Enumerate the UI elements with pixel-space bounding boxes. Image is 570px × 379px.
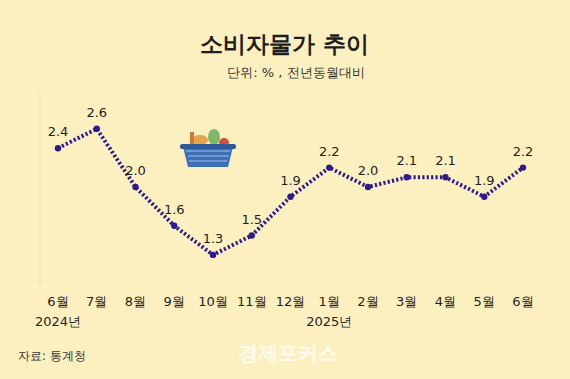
x-tick-label: 4월: [435, 294, 456, 309]
marker: [249, 232, 255, 238]
x-tick-label: 11월: [237, 294, 267, 309]
line: [58, 129, 523, 255]
background: [0, 0, 570, 379]
data-label: 1.5: [241, 212, 262, 227]
data-label: 2.6: [86, 105, 107, 120]
data-label: 2.1: [396, 153, 417, 168]
source: 자료: 통계청: [18, 349, 86, 363]
marker: [55, 145, 61, 151]
subtitle: 단위: % , 전년동월대비: [227, 65, 364, 80]
marker: [326, 164, 332, 170]
x-tick-label: 5월: [474, 294, 495, 309]
marker: [287, 194, 293, 200]
data-label: 1.9: [280, 173, 301, 188]
data-label: 2.4: [48, 124, 69, 139]
data-label: 2.0: [125, 163, 146, 178]
data-label: 1.3: [203, 231, 224, 246]
basket-icon: [180, 129, 236, 167]
data-label: 2.2: [513, 144, 534, 159]
chart: 소비자물가 추이단위: % , 전년동월대비 2.4 2.6 2.0 1.6 1.3 1.5…: [0, 0, 570, 379]
x-tick-label: 3월: [396, 294, 417, 309]
plot-area: [55, 126, 526, 259]
marker: [171, 223, 177, 229]
marker: [481, 194, 487, 200]
marker: [404, 174, 410, 180]
x-tick-label: 6월: [47, 294, 68, 309]
marker: [210, 252, 216, 258]
marker: [442, 174, 448, 180]
x-tick-label: 7월: [86, 294, 107, 309]
title: 소비자물가 추이: [200, 31, 369, 57]
y-axis: [40, 90, 41, 284]
marker: [520, 164, 526, 170]
data-label: 2.2: [319, 144, 340, 159]
marker: [94, 126, 100, 132]
marker: [365, 184, 371, 190]
x-tick-label: 1월: [319, 294, 340, 309]
watermark: 경제포커스: [238, 341, 338, 365]
marker: [132, 184, 138, 190]
data-label: 2.0: [358, 163, 379, 178]
data-label: 1.6: [164, 202, 185, 217]
x-tick-label: 10월: [198, 294, 228, 309]
x-tick-label: 6월: [512, 294, 533, 309]
data-label: 1.9: [474, 173, 495, 188]
x-tick-label: 2월: [357, 294, 378, 309]
year-label: 2024년: [35, 314, 81, 329]
year-label: 2025년: [306, 314, 352, 329]
data-label: 2.1: [435, 153, 456, 168]
x-tick-label: 12월: [276, 294, 306, 309]
x-tick-label: 8월: [125, 294, 146, 309]
x-tick-label: 9월: [164, 294, 185, 309]
